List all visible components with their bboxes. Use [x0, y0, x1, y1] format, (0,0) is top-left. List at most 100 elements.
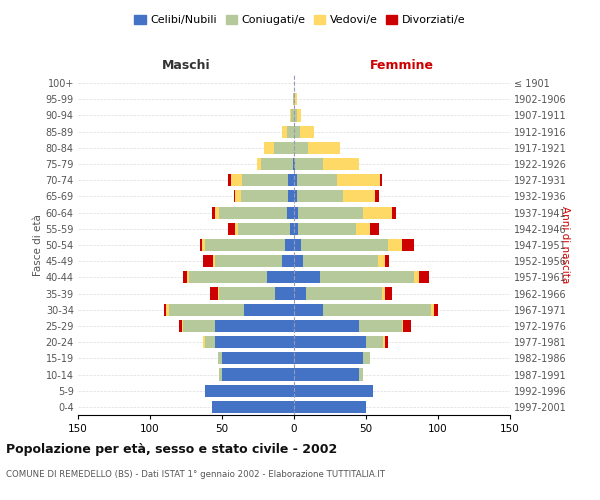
Bar: [294, 239, 301, 251]
Bar: [419, 272, 430, 283]
Bar: [228, 222, 235, 235]
Bar: [298, 206, 363, 218]
Bar: [294, 222, 298, 235]
Bar: [218, 352, 222, 364]
Bar: [434, 304, 438, 316]
Bar: [388, 239, 402, 251]
Bar: [219, 206, 287, 218]
Bar: [403, 320, 410, 332]
Bar: [215, 336, 294, 348]
Bar: [205, 239, 286, 251]
Bar: [294, 304, 323, 316]
Bar: [297, 174, 337, 186]
Text: Maschi: Maschi: [161, 59, 211, 72]
Bar: [169, 304, 244, 316]
Bar: [385, 255, 389, 268]
Bar: [274, 142, 294, 154]
Bar: [242, 174, 288, 186]
Bar: [294, 352, 363, 364]
Text: Femmine: Femmine: [370, 59, 434, 72]
Bar: [200, 239, 202, 251]
Bar: [290, 110, 291, 122]
Bar: [235, 222, 238, 235]
Bar: [301, 239, 388, 251]
Bar: [179, 320, 182, 332]
Bar: [363, 206, 392, 218]
Bar: [382, 288, 385, 300]
Bar: [212, 206, 215, 218]
Bar: [380, 174, 382, 186]
Bar: [402, 320, 403, 332]
Bar: [294, 126, 300, 138]
Y-axis label: Fasce di età: Fasce di età: [32, 214, 43, 276]
Bar: [295, 158, 323, 170]
Bar: [264, 142, 274, 154]
Bar: [383, 336, 385, 348]
Bar: [164, 304, 166, 316]
Bar: [431, 304, 434, 316]
Bar: [257, 158, 261, 170]
Bar: [287, 206, 294, 218]
Bar: [343, 190, 374, 202]
Bar: [323, 158, 359, 170]
Bar: [290, 222, 294, 235]
Bar: [320, 272, 413, 283]
Bar: [294, 93, 295, 106]
Bar: [233, 190, 235, 202]
Bar: [294, 174, 297, 186]
Bar: [189, 272, 266, 283]
Bar: [215, 320, 294, 332]
Bar: [215, 255, 283, 268]
Bar: [366, 336, 383, 348]
Text: Popolazione per età, sesso e stato civile - 2002: Popolazione per età, sesso e stato civil…: [6, 442, 337, 456]
Bar: [183, 272, 187, 283]
Bar: [241, 190, 288, 202]
Bar: [261, 158, 293, 170]
Bar: [187, 272, 189, 283]
Bar: [205, 384, 294, 397]
Text: COMUNE DI REMEDELLO (BS) - Dati ISTAT 1° gennaio 2002 - Elaborazione TUTTITALIA.: COMUNE DI REMEDELLO (BS) - Dati ISTAT 1°…: [6, 470, 385, 479]
Bar: [205, 336, 215, 348]
Bar: [377, 255, 385, 268]
Bar: [293, 158, 294, 170]
Bar: [295, 93, 297, 106]
Bar: [294, 368, 359, 380]
Bar: [294, 255, 302, 268]
Bar: [230, 174, 242, 186]
Bar: [294, 206, 298, 218]
Y-axis label: Anni di nascita: Anni di nascita: [560, 206, 570, 284]
Bar: [215, 206, 219, 218]
Bar: [308, 142, 340, 154]
Bar: [300, 126, 314, 138]
Bar: [305, 288, 382, 300]
Bar: [228, 174, 230, 186]
Bar: [211, 288, 218, 300]
Bar: [218, 288, 219, 300]
Bar: [166, 304, 169, 316]
Bar: [288, 174, 294, 186]
Bar: [291, 110, 294, 122]
Bar: [302, 255, 377, 268]
Bar: [294, 320, 359, 332]
Bar: [266, 272, 294, 283]
Bar: [202, 239, 205, 251]
Bar: [244, 304, 294, 316]
Bar: [283, 126, 287, 138]
Bar: [294, 272, 320, 283]
Bar: [286, 239, 294, 251]
Bar: [183, 320, 215, 332]
Bar: [203, 336, 205, 348]
Bar: [222, 352, 294, 364]
Bar: [356, 222, 370, 235]
Bar: [238, 222, 290, 235]
Bar: [235, 190, 241, 202]
Bar: [298, 222, 356, 235]
Bar: [214, 255, 215, 268]
Bar: [374, 190, 379, 202]
Bar: [337, 174, 380, 186]
Bar: [182, 320, 183, 332]
Bar: [212, 401, 294, 413]
Bar: [392, 206, 396, 218]
Bar: [288, 190, 294, 202]
Bar: [294, 190, 297, 202]
